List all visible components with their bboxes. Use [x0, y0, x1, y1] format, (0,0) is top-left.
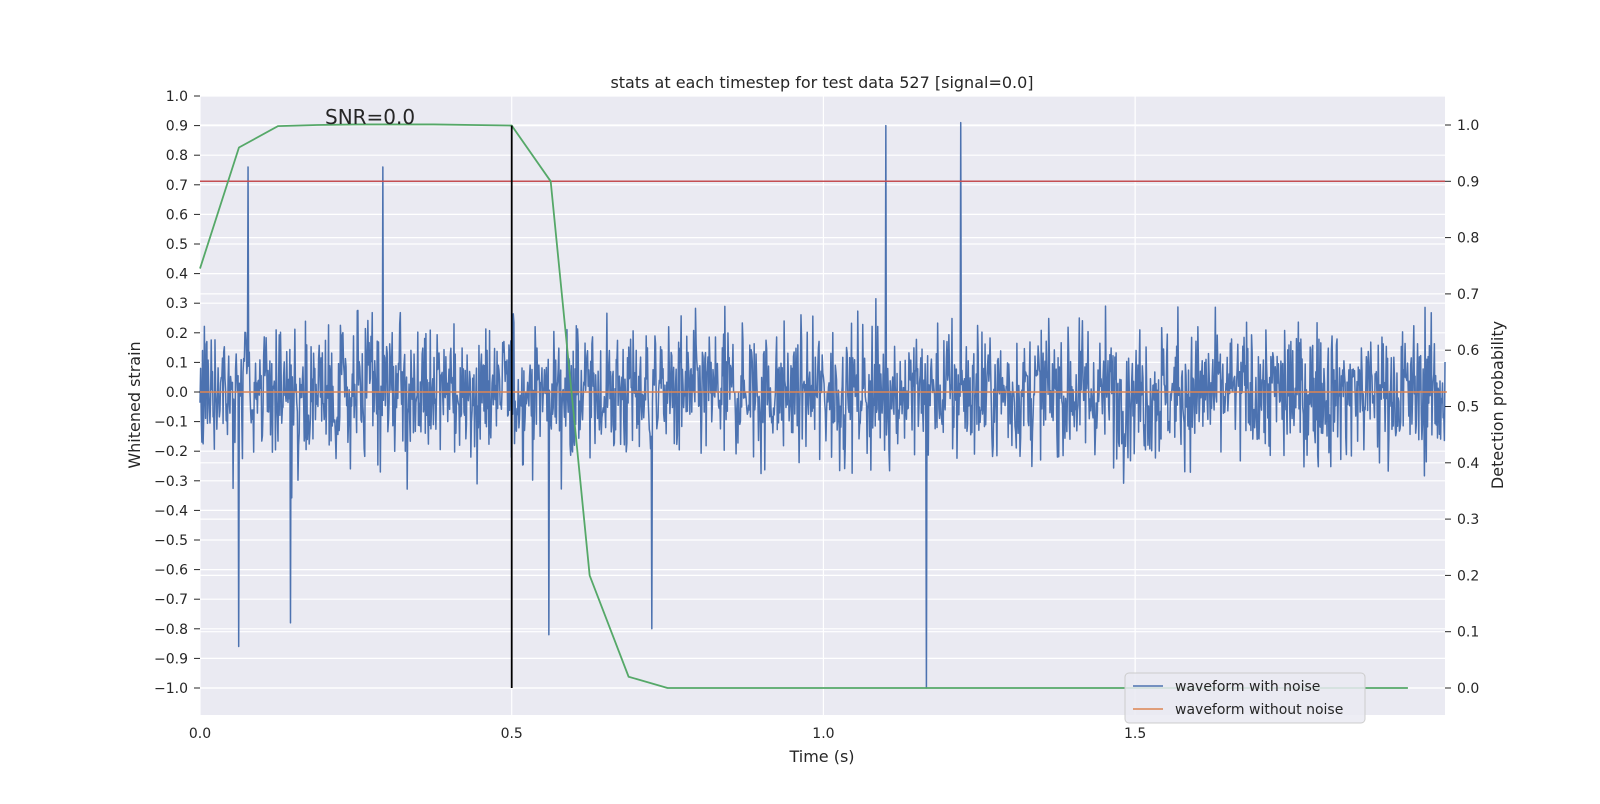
y-tick-label: 0.1: [166, 355, 188, 371]
y-tick-label: −0.5: [154, 533, 188, 549]
x-axis: 0.0 0.5 1.0 1.5: [189, 726, 1146, 742]
y-right-tick-label: 0.1: [1457, 625, 1479, 641]
y-right-tick-label: 1.0: [1457, 118, 1479, 134]
y-right-tick-label: 0.2: [1457, 568, 1479, 584]
y-right-tick-label: 0.8: [1457, 231, 1479, 247]
left-axis: 1.0 0.9 0.8 0.7 0.6 0.5 0.4 0.3 0.2 0.1 0.0 −0.1 −0.…: [154, 89, 200, 697]
y-tick-label: 0.5: [166, 237, 188, 253]
y-axis-right-label: Detection probability: [1488, 321, 1507, 489]
x-tick-label: 0.5: [501, 726, 523, 742]
snr-annotation: SNR=0.0: [325, 105, 415, 129]
y-right-tick-label: 0.0: [1457, 681, 1479, 697]
y-tick-label: −1.0: [154, 681, 188, 697]
y-tick-label: −0.7: [154, 592, 188, 608]
y-tick-label: 0.6: [166, 207, 188, 223]
y-tick-label: 0.9: [166, 119, 188, 135]
legend-label: waveform without noise: [1175, 702, 1343, 718]
y-tick-label: −0.3: [154, 474, 188, 490]
y-tick-label: −0.6: [154, 563, 188, 579]
y-right-tick-label: 0.3: [1457, 512, 1479, 528]
x-axis-label: Time (s): [788, 747, 854, 766]
y-tick-label: 0.8: [166, 148, 188, 164]
y-tick-label: 1.0: [166, 89, 188, 105]
series-waveform-with-noise: [199, 121, 1446, 689]
y-tick-label: −0.9: [154, 651, 188, 667]
y-tick-label: −0.8: [154, 622, 188, 638]
y-tick-label: −0.1: [154, 415, 188, 431]
right-axis: 1.0 0.9 0.8 0.7 0.6 0.5 0.4 0.3 0.2 0.1 0.0: [1445, 118, 1479, 697]
legend: waveform with noise waveform without nois…: [1124, 672, 1366, 724]
y-tick-label: 0.4: [166, 267, 188, 283]
chart-title: stats at each timestep for test data 527…: [610, 73, 1033, 92]
plot-background: [200, 96, 1445, 715]
y-right-tick-label: 0.6: [1457, 343, 1479, 359]
y-tick-label: 0.0: [166, 385, 188, 401]
y-right-tick-label: 0.7: [1457, 287, 1479, 303]
x-tick-label: 1.0: [812, 726, 834, 742]
y-tick-label: 0.3: [166, 296, 188, 312]
x-tick-label: 0.0: [189, 726, 211, 742]
y-tick-label: −0.2: [154, 444, 188, 460]
y-tick-label: 0.7: [166, 178, 188, 194]
legend-label: waveform with noise: [1175, 679, 1320, 695]
y-right-tick-label: 0.9: [1457, 174, 1479, 190]
y-axis-label: Whitened strain: [125, 341, 144, 468]
x-tick-label: 1.5: [1124, 726, 1146, 742]
legend-box: [1124, 672, 1366, 724]
y-tick-label: −0.4: [154, 503, 188, 519]
y-right-tick-label: 0.5: [1457, 400, 1479, 416]
y-right-tick-label: 0.4: [1457, 456, 1479, 472]
y-tick-label: 0.2: [166, 326, 188, 342]
